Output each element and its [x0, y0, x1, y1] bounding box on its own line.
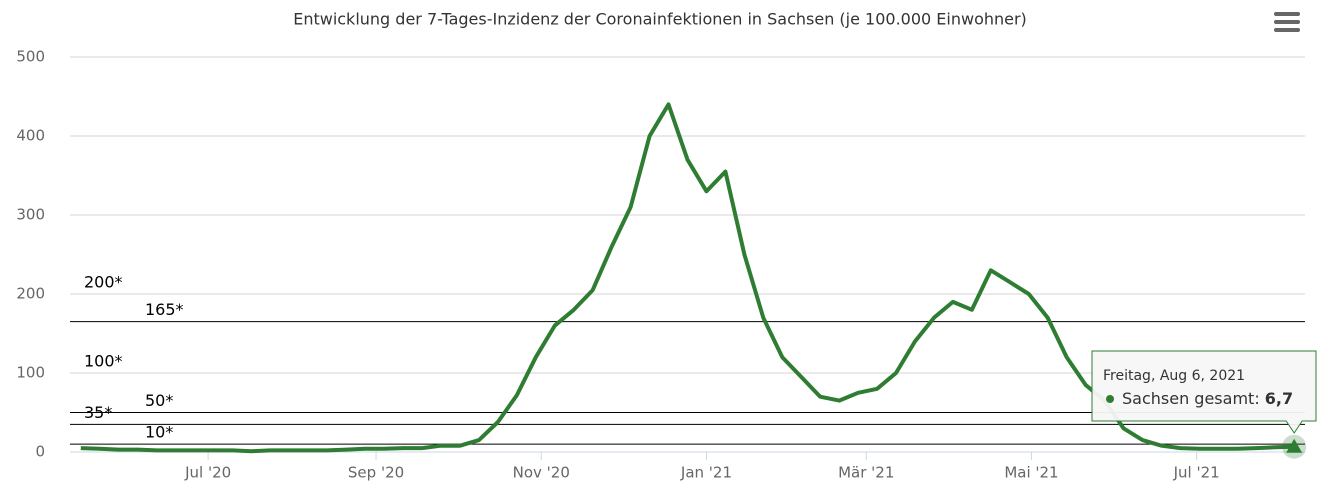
tooltip: Freitag, Aug 6, 2021 Sachsen gesamt: 6,7 [1091, 350, 1317, 434]
x-tick-label: Mai '21 [1004, 464, 1058, 482]
plot-line-label: 50* [145, 391, 173, 410]
y-tick-label: 200 [16, 285, 45, 303]
plot-line-label: 35* [84, 403, 112, 422]
tooltip-box [1091, 350, 1317, 434]
plot-line-label: 200* [84, 273, 123, 292]
y-tick-label: 300 [16, 206, 45, 224]
plot-line-label: 165* [145, 300, 184, 319]
plot-line-label: 100* [84, 352, 123, 371]
tooltip-value: 6,7 [1265, 389, 1293, 408]
tooltip-title: Freitag, Aug 6, 2021 [1103, 368, 1245, 384]
menu-bar [1274, 20, 1300, 24]
y-tick-label: 400 [16, 127, 45, 145]
y-tick-label: 100 [16, 364, 45, 382]
y-tick-label: 500 [16, 48, 45, 66]
tooltip-series: Sachsen gesamt [1122, 389, 1254, 408]
menu-bar [1274, 28, 1300, 32]
x-tick-label: Sep '20 [348, 464, 404, 482]
menu-bar [1274, 12, 1300, 16]
chart-title: Entwicklung der 7-Tages-Inzidenz der Cor… [293, 10, 1027, 29]
y-tick-label: 0 [35, 443, 45, 461]
menu-button[interactable] [1274, 12, 1300, 32]
hover-marker [1286, 438, 1303, 453]
x-tick-label: Nov '20 [513, 464, 570, 482]
x-tick-label: Jul '20 [184, 464, 231, 482]
tooltip-dot [1106, 395, 1114, 403]
x-tick-label: Jan '21 [680, 464, 732, 482]
plot-line-label: 10* [145, 423, 173, 442]
x-tick-label: Jul '21 [1173, 464, 1220, 482]
x-tick-label: Mär '21 [838, 464, 894, 482]
tooltip-sep: : [1254, 389, 1264, 408]
tooltip-row: Sachsen gesamt: 6,7 [1122, 389, 1293, 408]
